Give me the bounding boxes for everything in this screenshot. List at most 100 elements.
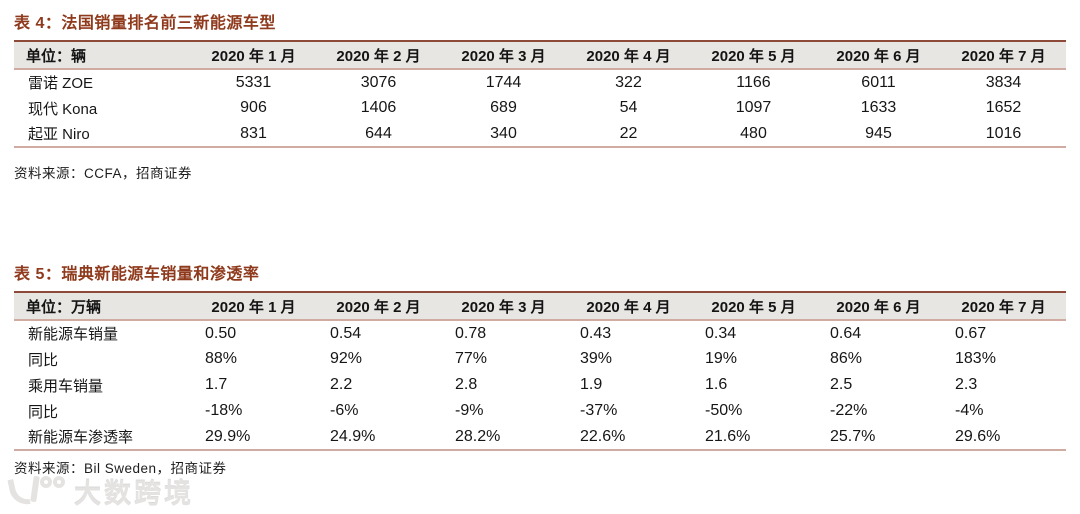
row-label: 同比: [28, 351, 59, 369]
table-cell: 340: [441, 121, 566, 148]
table-4-source: 资料来源：CCFA，招商证券: [14, 166, 193, 181]
column-header: 2020 年 2 月: [316, 291, 441, 321]
table-cell: -22%: [830, 402, 868, 419]
row-label: 新能源车销量: [28, 326, 119, 343]
column-header: 2020 年 7 月: [941, 291, 1066, 321]
table-5-source: 资料来源：Bil Sweden，招商证券: [14, 461, 227, 476]
column-header: 2020 年 1 月: [191, 40, 316, 70]
table-cell: 183%: [955, 350, 996, 367]
table-cell: -4%: [955, 402, 984, 419]
row-label: 新能源车渗透率: [14, 424, 191, 451]
table-cell: 28.2%: [441, 424, 566, 451]
row-label: 起亚 Niro: [14, 121, 191, 148]
unit-header: 单位：万辆: [14, 291, 191, 321]
column-header: 2020 年 4 月: [566, 291, 691, 321]
section-table-5: 表 5：瑞典新能源车销量和渗透率 单位：万辆 2020 年 1 月 2020 年…: [0, 264, 1080, 477]
table-cell: 6011: [861, 73, 896, 91]
table-cell: 77%: [455, 350, 488, 367]
column-header: 2020 年 6 月: [816, 291, 941, 321]
table-cell: -18%: [205, 402, 243, 419]
row-label: 雷诺 ZOE: [28, 75, 94, 92]
column-header: 2020 年 3 月: [441, 291, 566, 321]
table-cell: 644: [316, 121, 441, 148]
column-header: 2020 年 5 月: [691, 291, 816, 321]
table-cell: 1.7: [205, 376, 228, 393]
unit-header: 单位：辆: [14, 40, 191, 70]
table-row: 起亚 Niro 831 644 340 22 480 945 1016: [14, 121, 1066, 148]
table-4: 单位：辆 2020 年 1 月 2020 年 2 月 2020 年 3 月 20…: [14, 40, 1066, 148]
row-label: 乘用车销量: [28, 377, 104, 395]
table-row: 乘用车销量 1.7 2.2 2.8 1.9 1.6 2.5 2.3: [14, 372, 1066, 398]
table-cell: 945: [816, 121, 941, 148]
table-cell: 0.67: [955, 324, 987, 342]
column-header: 2020 年 6 月: [816, 40, 941, 70]
table-cell: 1633: [860, 99, 897, 116]
table-cell: 22.6%: [566, 424, 691, 451]
watermark-circle-icon: [53, 475, 65, 488]
table-5-title: 表 5：瑞典新能源车销量和渗透率: [14, 266, 260, 283]
watermark-circle-icon: [40, 475, 52, 488]
table-cell: 831: [191, 121, 316, 148]
table-cell: 21.6%: [691, 424, 816, 451]
table-cell: 0.50: [205, 324, 237, 342]
table-cell: 2.8: [455, 376, 478, 393]
table-cell: 3834: [985, 73, 1022, 91]
table-cell: 1.9: [580, 376, 603, 393]
table-cell: -9%: [455, 402, 484, 419]
table-cell: 322: [615, 73, 642, 91]
table-cell: 0.43: [580, 324, 612, 342]
table-cell: 1166: [736, 73, 771, 91]
table-cell: 480: [691, 121, 816, 148]
table-cell: 0.64: [830, 324, 862, 342]
table-4-header-row: 单位：辆 2020 年 1 月 2020 年 2 月 2020 年 3 月 20…: [14, 40, 1066, 70]
watermark-text: 大数跨境: [74, 479, 194, 509]
table-cell: 1016: [941, 121, 1066, 148]
table-cell: 25.7%: [816, 424, 941, 451]
column-header: 2020 年 3 月: [441, 40, 566, 70]
table-cell: 1406: [360, 99, 397, 116]
table-cell: -6%: [330, 402, 359, 419]
table-4-title: 表 4：法国销量排名前三新能源车型: [14, 15, 276, 32]
watermark: 大数跨境: [7, 472, 194, 511]
table-cell: 3076: [360, 73, 397, 91]
table-cell: 0.78: [455, 324, 487, 342]
table-5-header-row: 单位：万辆 2020 年 1 月 2020 年 2 月 2020 年 3 月 2…: [14, 291, 1066, 321]
table-cell: -50%: [705, 402, 743, 419]
table-cell: 29.9%: [191, 424, 316, 451]
row-label: 同比: [28, 403, 59, 421]
watermark-one-stroke: [30, 475, 40, 502]
table-row: 新能源车销量 0.50 0.54 0.78 0.43 0.34 0.64 0.6…: [14, 320, 1066, 346]
table-cell: 22: [566, 121, 691, 148]
watermark-logo-icon: [7, 474, 66, 510]
table-row: 同比 -18% -6% -9% -37% -50% -22% -4%: [14, 398, 1066, 424]
watermark-swoosh-icon: [7, 475, 31, 508]
table-cell: 0.54: [330, 324, 362, 342]
table-cell: -37%: [580, 402, 618, 419]
column-header: 2020 年 4 月: [566, 40, 691, 70]
table-cell: 1744: [485, 73, 522, 91]
table-cell: 906: [240, 99, 267, 116]
table-cell: 0.34: [705, 324, 737, 342]
table-cell: 1652: [985, 99, 1022, 116]
table-cell: 19%: [705, 350, 738, 367]
table-cell: 1097: [735, 99, 772, 116]
column-header: 2020 年 5 月: [691, 40, 816, 70]
table-cell: 1.6: [705, 376, 728, 393]
table-cell: 29.6%: [941, 424, 1066, 451]
table-cell: 39%: [580, 350, 613, 367]
table-cell: 88%: [205, 350, 238, 367]
table-cell: 2.2: [330, 376, 353, 393]
table-row: 现代 Kona 906 1406 689 54 1097 1633 1652: [14, 95, 1066, 121]
column-header: 2020 年 1 月: [191, 291, 316, 321]
table-cell: 5331: [235, 73, 272, 91]
row-label: 现代 Kona: [28, 100, 98, 118]
table-cell: 86%: [830, 350, 863, 367]
table-cell: 54: [619, 99, 638, 116]
table-cell: 24.9%: [316, 424, 441, 451]
table-row: 同比 88% 92% 77% 39% 19% 86% 183%: [14, 346, 1066, 372]
column-header: 2020 年 7 月: [941, 40, 1066, 70]
table-cell: 689: [490, 99, 517, 116]
table-row: 雷诺 ZOE 5331 3076 1744 322 1166 6011 3834: [14, 69, 1066, 95]
section-table-4: 表 4：法国销量排名前三新能源车型 单位：辆 2020 年 1 月 2020 年…: [0, 13, 1080, 182]
